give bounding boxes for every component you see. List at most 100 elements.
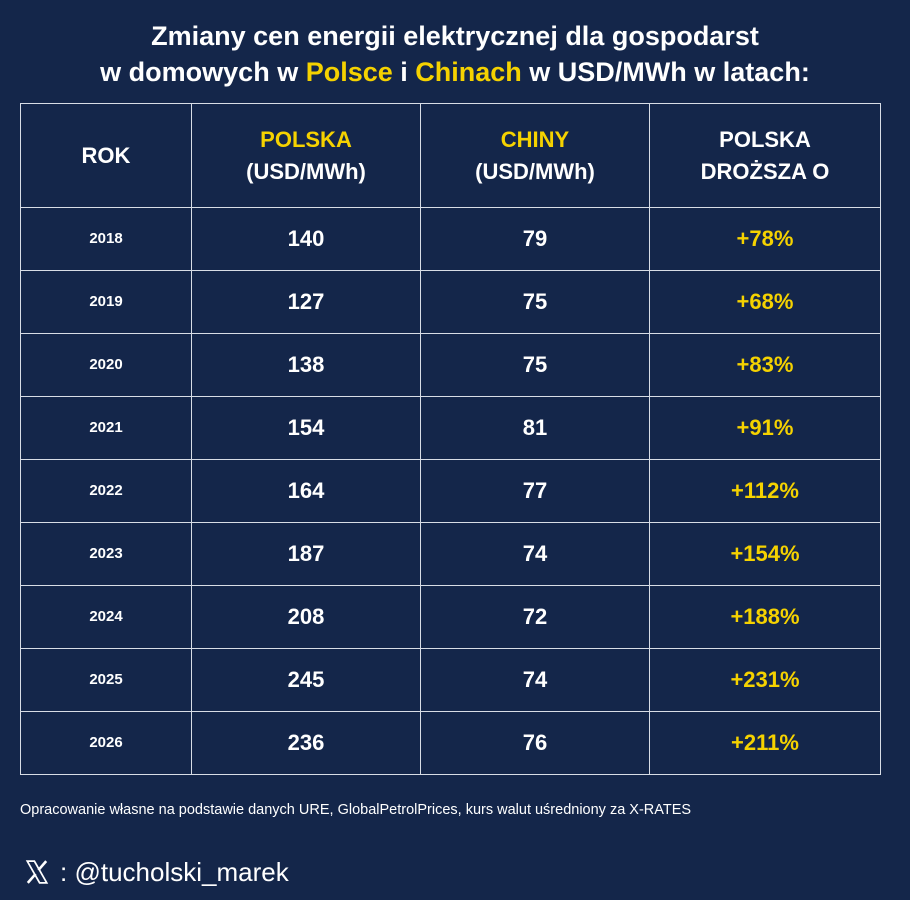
table-row: 2019 127 75 +68% bbox=[20, 270, 881, 334]
title-highlight-polska: Polsce bbox=[305, 57, 393, 87]
polska-value-cell: 140 bbox=[191, 207, 421, 271]
polska-value-cell: 138 bbox=[191, 333, 421, 397]
polska-value-cell: 154 bbox=[191, 396, 421, 460]
year-cell-text: 2018 bbox=[89, 230, 123, 247]
chiny-value-cell-text: 72 bbox=[522, 604, 548, 629]
year-cell-text: 2020 bbox=[89, 356, 123, 373]
table-row: 2021 154 81 +91% bbox=[20, 396, 881, 460]
diff-value-cell: +83% bbox=[649, 333, 881, 397]
chiny-value-cell: 76 bbox=[420, 711, 650, 775]
chiny-value-cell: 77 bbox=[420, 459, 650, 523]
header-polska: POLSKA (USD/MWh) bbox=[191, 103, 421, 208]
table-header-row: ROK POLSKA (USD/MWh) CHINY (USD/MWh) POL… bbox=[20, 103, 881, 208]
polska-value-cell: 127 bbox=[191, 270, 421, 334]
polska-value-cell-text: 208 bbox=[287, 604, 325, 629]
price-table: ROK POLSKA (USD/MWh) CHINY (USD/MWh) POL… bbox=[20, 103, 881, 775]
diff-value-cell-text: +91% bbox=[736, 415, 794, 440]
polska-value-cell: 236 bbox=[191, 711, 421, 775]
year-cell-text: 2026 bbox=[89, 734, 123, 751]
chiny-value-cell: 75 bbox=[420, 333, 650, 397]
diff-value-cell: +154% bbox=[649, 522, 881, 586]
diff-value-cell: +211% bbox=[649, 711, 881, 775]
chiny-value-cell: 74 bbox=[420, 648, 650, 712]
author-handle[interactable]: : @tucholski_marek bbox=[24, 852, 289, 892]
chiny-value-cell-text: 74 bbox=[522, 541, 548, 566]
year-cell: 2020 bbox=[20, 333, 192, 397]
year-cell-text: 2019 bbox=[89, 293, 123, 310]
header-chiny: CHINY (USD/MWh) bbox=[420, 103, 650, 208]
table-row: 2018 140 79 +78% bbox=[20, 207, 881, 271]
chiny-value-cell-text: 76 bbox=[522, 730, 548, 755]
polska-value-cell: 245 bbox=[191, 648, 421, 712]
polska-value-cell-text: 245 bbox=[287, 667, 325, 692]
year-cell: 2021 bbox=[20, 396, 192, 460]
header-diff: POLSKA DROŻSZA O bbox=[649, 103, 881, 208]
page-title: Zmiany cen energii elektrycznej dla gosp… bbox=[0, 18, 910, 90]
polska-value-cell-text: 187 bbox=[287, 541, 325, 566]
year-cell: 2025 bbox=[20, 648, 192, 712]
chiny-value-cell: 75 bbox=[420, 270, 650, 334]
diff-value-cell-text: +68% bbox=[736, 289, 794, 314]
chiny-value-cell: 72 bbox=[420, 585, 650, 649]
diff-value-cell: +91% bbox=[649, 396, 881, 460]
title-text-c: w USD/MWh w latach: bbox=[521, 57, 810, 87]
table-row: 2024 208 72 +188% bbox=[20, 585, 881, 649]
title-highlight-chiny: Chinach bbox=[415, 57, 522, 87]
table-body: 2018 140 79 +78% 2019 127 75 +68% 2020 138 75 +83% 2… bbox=[20, 207, 881, 775]
chiny-value-cell: 79 bbox=[420, 207, 650, 271]
diff-value-cell-text: +83% bbox=[736, 352, 794, 377]
table-row: 2022 164 77 +112% bbox=[20, 459, 881, 523]
polska-value-cell: 208 bbox=[191, 585, 421, 649]
diff-value-cell-text: +112% bbox=[731, 478, 799, 503]
diff-value-cell: +231% bbox=[649, 648, 881, 712]
header-polska-label: POLSKA bbox=[260, 126, 352, 152]
year-cell: 2018 bbox=[20, 207, 192, 271]
chiny-value-cell: 81 bbox=[420, 396, 650, 460]
table-row: 2020 138 75 +83% bbox=[20, 333, 881, 397]
header-polska-unit: (USD/MWh) bbox=[246, 158, 366, 184]
header-rok-label: ROK bbox=[81, 142, 131, 168]
diff-value-cell: +68% bbox=[649, 270, 881, 334]
polska-value-cell: 187 bbox=[191, 522, 421, 586]
diff-value-cell: +188% bbox=[649, 585, 881, 649]
chiny-value-cell: 74 bbox=[420, 522, 650, 586]
title-line-2: w domowych w Polsce i Chinach w USD/MWh … bbox=[0, 54, 910, 90]
chiny-value-cell-text: 77 bbox=[522, 478, 548, 503]
source-note: Opracowanie własne na podstawie danych U… bbox=[20, 802, 692, 818]
title-line-1: Zmiany cen energii elektrycznej dla gosp… bbox=[151, 21, 759, 51]
diff-value-cell-text: +211% bbox=[731, 730, 799, 755]
year-cell: 2024 bbox=[20, 585, 192, 649]
chiny-value-cell-text: 74 bbox=[522, 667, 548, 692]
polska-value-cell-text: 138 bbox=[287, 352, 325, 377]
year-cell-text: 2025 bbox=[89, 671, 123, 688]
diff-value-cell-text: +188% bbox=[730, 604, 800, 629]
polska-value-cell-text: 154 bbox=[287, 415, 325, 440]
chiny-value-cell-text: 79 bbox=[522, 226, 548, 251]
year-cell: 2026 bbox=[20, 711, 192, 775]
diff-value-cell: +78% bbox=[649, 207, 881, 271]
header-diff-line-2: DROŻSZA O bbox=[700, 158, 830, 184]
polska-value-cell-text: 140 bbox=[287, 226, 325, 251]
year-cell-text: 2022 bbox=[89, 482, 123, 499]
title-text-a: w domowych w bbox=[100, 57, 306, 87]
year-cell: 2023 bbox=[20, 522, 192, 586]
author-handle-text: : @tucholski_marek bbox=[60, 856, 289, 887]
polska-value-cell: 164 bbox=[191, 459, 421, 523]
diff-value-cell-text: +78% bbox=[736, 226, 794, 251]
header-diff-line-1: POLSKA bbox=[719, 126, 811, 152]
chiny-value-cell-text: 75 bbox=[522, 352, 548, 377]
x-logo-icon bbox=[25, 860, 49, 884]
header-rok: ROK bbox=[20, 103, 192, 208]
table-row: 2023 187 74 +154% bbox=[20, 522, 881, 586]
polska-value-cell-text: 127 bbox=[287, 289, 325, 314]
year-cell-text: 2021 bbox=[89, 419, 123, 436]
chiny-value-cell-text: 75 bbox=[522, 289, 548, 314]
chiny-value-cell-text: 81 bbox=[522, 415, 548, 440]
header-chiny-unit: (USD/MWh) bbox=[475, 158, 595, 184]
year-cell: 2019 bbox=[20, 270, 192, 334]
table-row: 2026 236 76 +211% bbox=[20, 711, 881, 775]
diff-value-cell-text: +154% bbox=[730, 541, 800, 566]
table-row: 2025 245 74 +231% bbox=[20, 648, 881, 712]
diff-value-cell: +112% bbox=[649, 459, 881, 523]
title-text-b: i bbox=[392, 57, 416, 87]
